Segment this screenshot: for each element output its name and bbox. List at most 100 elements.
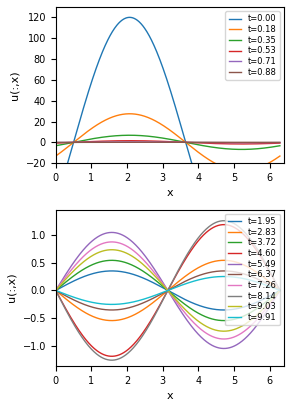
t=0.00 xyxy=(176,111,179,116)
t=5.49 xyxy=(110,230,113,235)
t=4.60 xyxy=(222,222,226,227)
t=0.88 xyxy=(278,140,282,145)
t=9.03 xyxy=(278,288,282,293)
t=0.35 xyxy=(188,141,191,146)
t=1.95 xyxy=(274,290,277,295)
t=0.00 xyxy=(278,200,282,205)
Line: t=1.95: t=1.95 xyxy=(56,271,280,310)
t=9.91 xyxy=(54,288,57,293)
t=2.83 xyxy=(110,318,113,323)
t=0.53 xyxy=(278,141,282,146)
t=5.49 xyxy=(54,288,57,293)
t=2.83 xyxy=(54,288,57,293)
t=5.49 xyxy=(176,304,179,308)
t=9.91 xyxy=(278,288,282,293)
t=1.95 xyxy=(110,268,113,273)
t=7.26 xyxy=(274,294,277,299)
t=9.91 xyxy=(239,275,242,280)
t=0.53 xyxy=(240,142,244,146)
t=9.91 xyxy=(110,302,113,307)
t=1.95 xyxy=(162,286,166,291)
t=0.35 xyxy=(274,144,277,149)
t=2.83 xyxy=(162,291,166,296)
X-axis label: x: x xyxy=(166,391,173,401)
t=7.26 xyxy=(278,288,282,293)
t=0.88 xyxy=(161,140,164,145)
t=6.37 xyxy=(176,283,179,288)
t=7.26 xyxy=(161,281,164,286)
t=8.14 xyxy=(176,269,179,274)
t=0.88 xyxy=(162,140,166,145)
t=2.83 xyxy=(239,261,242,266)
Line: t=9.91: t=9.91 xyxy=(56,277,280,304)
t=6.37 xyxy=(54,288,57,293)
t=0.71 xyxy=(162,140,166,144)
t=9.03 xyxy=(110,247,113,252)
t=3.72 xyxy=(161,284,164,288)
X-axis label: x: x xyxy=(166,188,173,198)
t=0.53 xyxy=(238,142,242,146)
t=1.95 xyxy=(54,288,57,293)
Line: t=0.18: t=0.18 xyxy=(56,114,280,171)
t=0.00 xyxy=(162,69,166,73)
t=6.37 xyxy=(162,290,166,295)
t=0.53 xyxy=(162,139,166,144)
t=0.35 xyxy=(278,143,282,148)
t=8.14 xyxy=(239,226,242,231)
t=0.00 xyxy=(238,265,242,270)
t=0.88 xyxy=(128,140,131,145)
t=6.37 xyxy=(239,271,242,275)
t=0.00 xyxy=(54,200,57,205)
t=1.95 xyxy=(239,306,242,310)
t=3.72 xyxy=(162,285,166,290)
t=3.72 xyxy=(222,318,226,323)
t=7.26 xyxy=(239,331,242,336)
t=2.83 xyxy=(188,271,191,276)
Line: t=0.71: t=0.71 xyxy=(56,142,280,143)
t=3.72 xyxy=(110,258,113,263)
t=8.14 xyxy=(188,248,191,253)
t=0.18 xyxy=(128,111,131,116)
t=0.18 xyxy=(278,153,282,158)
t=3.72 xyxy=(54,288,57,293)
t=8.14 xyxy=(222,218,226,223)
Line: t=0.00: t=0.00 xyxy=(56,18,280,267)
t=0.88 xyxy=(54,140,57,145)
t=9.03 xyxy=(161,282,164,287)
t=8.14 xyxy=(278,288,282,293)
t=1.95 xyxy=(188,299,191,304)
t=5.49 xyxy=(162,282,166,287)
t=9.91 xyxy=(222,274,226,279)
t=0.53 xyxy=(128,138,131,143)
t=7.26 xyxy=(188,316,191,321)
t=0.35 xyxy=(161,135,164,140)
t=5.49 xyxy=(161,279,164,284)
t=9.03 xyxy=(274,293,277,298)
t=0.18 xyxy=(161,123,164,128)
t=0.53 xyxy=(54,141,57,146)
t=4.60 xyxy=(188,250,191,255)
Line: t=7.26: t=7.26 xyxy=(56,242,280,339)
Line: t=0.35: t=0.35 xyxy=(56,135,280,149)
t=2.83 xyxy=(278,288,282,293)
t=0.53 xyxy=(274,141,277,146)
t=0.18 xyxy=(162,124,166,129)
t=8.14 xyxy=(161,298,164,303)
t=9.03 xyxy=(222,329,226,334)
t=4.60 xyxy=(161,297,164,302)
t=5.49 xyxy=(188,321,191,326)
t=3.72 xyxy=(239,315,242,320)
t=0.35 xyxy=(176,138,179,143)
t=0.71 xyxy=(176,140,179,145)
Line: t=9.03: t=9.03 xyxy=(56,250,280,331)
t=0.88 xyxy=(238,140,242,145)
t=9.03 xyxy=(239,324,242,329)
t=0.35 xyxy=(54,143,57,148)
t=8.14 xyxy=(110,358,113,363)
t=4.60 xyxy=(110,354,113,359)
t=0.88 xyxy=(176,140,179,145)
t=0.35 xyxy=(128,133,131,137)
t=0.88 xyxy=(240,140,244,145)
t=0.71 xyxy=(54,140,57,145)
t=1.95 xyxy=(222,308,226,313)
